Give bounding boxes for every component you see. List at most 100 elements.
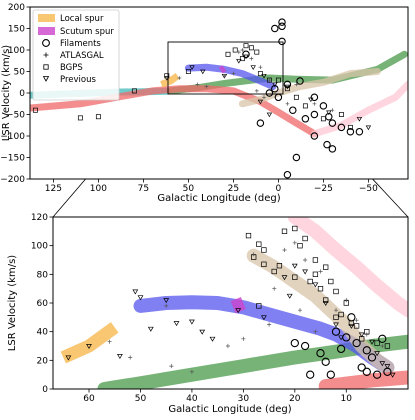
bottom-x-tick-label-5: 10 [341,394,353,404]
bottom-bgps-point-10 [292,274,298,280]
top-x-tick-label-1: 100 [90,184,107,194]
bottom-x-axis-label: Galactic Longitude (deg) [168,404,291,415]
top-atlasgal-point-15 [254,89,259,93]
top-bgps-point-0 [95,114,101,120]
top-bgps-point-1 [131,88,137,94]
legend-previous-label: Previous [60,75,96,85]
top-atlasgal-point-1 [236,50,241,54]
top-atlasgal-point-0 [240,48,245,52]
bottom-previous-point-0 [132,289,139,295]
top-bgps-point-20 [293,94,299,100]
top-x-tick-label-7: −50 [359,184,378,194]
legend-filaments-label: Filaments [60,39,101,49]
bottom-atlasgal-point-9 [225,343,230,349]
top-y-tick-label-4: 0 [19,89,25,99]
bottom-previous-point-23 [116,354,123,359]
bottom-y-tick-label-6: 120 [31,213,48,223]
top-previous-point-13 [365,125,372,131]
legend-scutum-spur-swatch [38,27,55,35]
top-filament-point-10 [355,127,364,136]
legend-previous-marker [42,76,50,82]
top-filament-point-25 [242,50,250,59]
bottom-atlasgal-point-0 [292,240,297,245]
top-previous-point-9 [284,84,291,90]
bottom-bgps-point-24 [323,297,329,303]
bottom-bgps-point-6 [312,257,319,263]
legend-atlasgal-marker [43,52,49,58]
bottom-bgps-point-28 [312,271,319,277]
top-filament-point-2 [271,24,279,33]
bottom-previous-point-15 [358,332,365,338]
top-bgps-point-6 [243,43,249,49]
bottom-bgps-point-26 [271,268,277,275]
top-y-tick-label-5: 50 [14,68,26,78]
top-filament-point-4 [310,93,319,102]
bottom-previous-point-24 [65,355,72,361]
legend-atlasgal-label: ATLASGAL [60,51,104,61]
top-atlasgal-point-10 [204,84,209,89]
top-x-tick-label-4: 25 [228,184,239,194]
top-previous-point-6 [250,65,256,70]
bottom-previous-point-14 [348,323,355,329]
top-x-tick-label-5: 0 [276,184,282,194]
top-previous-point-12 [356,116,363,122]
bottom-x-tick-label-2: 40 [186,394,198,404]
top-filament-point-14 [292,153,301,162]
top-atlasgal-point-11 [195,82,200,87]
bottom-bgps-point-11 [317,286,324,292]
top-previous-point-4 [236,58,242,64]
top-filament-point-15 [283,170,292,179]
bottom-atlasgal-point-16 [272,286,277,291]
top-bgps-point-5 [232,47,238,53]
top-previous-point-11 [326,110,332,116]
bottom-y-axis-label: LSR Velocity (km/s) [7,255,18,351]
bottom-bgps-point-16 [338,311,344,318]
bottom-arm-band-4 [318,370,408,389]
top-arm-band-4 [310,80,408,138]
bottom-previous-point-26 [147,326,154,332]
top-filament-point-13 [328,145,337,153]
legend-bgps-label: BGPS [60,63,83,73]
bottom-bgps-point-8 [328,278,334,285]
bottom-filament-point-14 [326,370,335,379]
bottom-atlasgal-point-19 [313,329,318,334]
bottom-atlasgal-point-6 [333,308,338,313]
bottom-previous-point-6 [209,336,216,342]
bottom-filament-point-4 [367,353,377,362]
top-arm-band-3 [238,68,381,108]
bottom-bgps-point-20 [374,340,380,346]
top-filament-point-18 [265,89,274,97]
top-filament-point-16 [256,119,265,127]
bottom-previous-point-2 [163,298,170,304]
bottom-bgps-point-9 [333,288,339,295]
bottom-bgps-point-2 [261,247,267,253]
bottom-bgps-point-23 [333,314,339,320]
bottom-atlasgal-point-5 [354,318,359,323]
top-atlasgal-point-5 [222,73,227,78]
legend: Local spur Scutum spur Filaments ATLASGA… [32,9,120,101]
bottom-previous-point-7 [235,308,242,314]
bottom-bgps-point-14 [261,261,267,267]
bottom-filament-point-10 [290,338,299,348]
top-bgps-point-7 [248,45,254,51]
bottom-atlasgal-point-17 [364,332,369,337]
top-previous-point-1 [189,65,195,70]
bottom-bgps-point-18 [353,323,360,329]
bottom-previous-point-10 [302,269,309,275]
bottom-bgps-point-29 [256,303,262,309]
bottom-filament-point-7 [378,334,387,343]
top-filament-point-5 [319,102,328,110]
bottom-y-tick-label-2: 40 [37,328,49,338]
top-filament-point-24 [289,106,297,114]
top-filament-point-9 [346,127,355,136]
bottom-bgps-point-1 [256,241,262,247]
top-x-tick-label-0: 125 [45,184,62,194]
top-bgps-point-14 [320,116,326,122]
top-bgps-point-16 [347,124,353,130]
bottom-previous-point-3 [173,321,180,327]
top-bgps-point-9 [239,56,245,62]
top-x-tick-label-2: 75 [138,184,149,194]
top-bgps-point-10 [257,71,263,77]
bottom-filament-point-5 [357,363,366,372]
